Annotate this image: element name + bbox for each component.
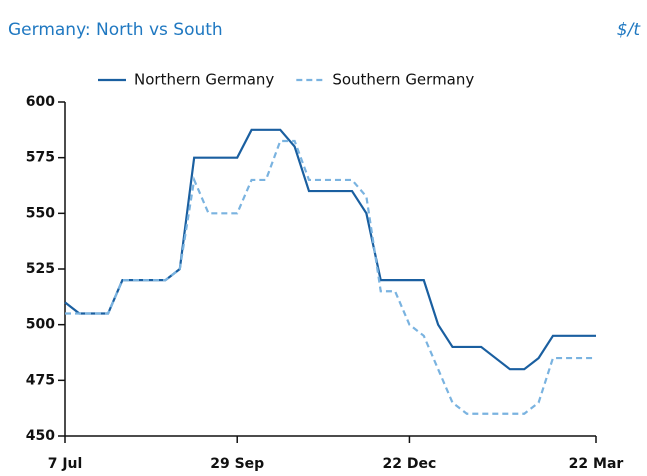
series-line <box>65 139 596 415</box>
y-tick-label: 550 <box>26 205 55 221</box>
x-tick-label: 29 Sep <box>210 456 264 472</box>
chart-title: Germany: North vs South <box>8 20 223 40</box>
series-line <box>64 128 596 371</box>
legend-label: Northern Germany <box>134 71 274 89</box>
y-tick-label: 475 <box>26 372 55 388</box>
y-tick-label: 525 <box>26 261 55 277</box>
x-tick-label: 22 Mar <box>569 456 624 472</box>
x-tick-label: 22 Dec <box>383 456 437 472</box>
y-tick-label: 575 <box>26 150 55 166</box>
unit-label: $/t <box>617 20 642 40</box>
legend-label: Southern Germany <box>332 71 474 89</box>
y-tick-label: 600 <box>26 94 55 110</box>
y-tick-label: 450 <box>26 428 55 444</box>
y-tick-label: 500 <box>26 317 55 333</box>
x-tick-label: 7 Jul <box>48 456 83 472</box>
